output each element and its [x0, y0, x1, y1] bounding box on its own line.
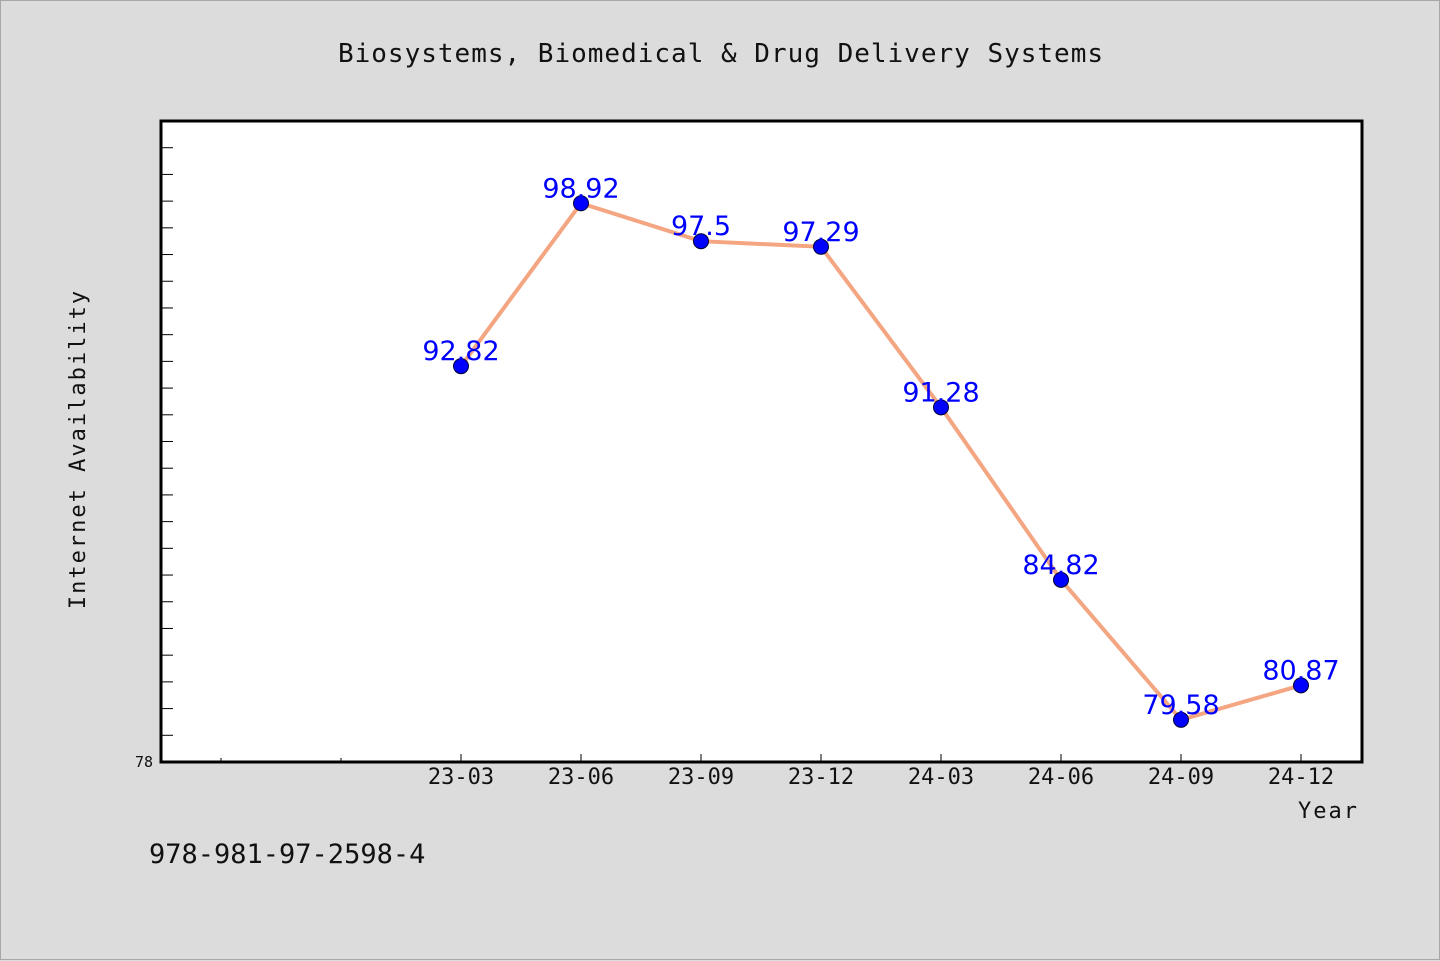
x-tick-label: 24-03: [908, 765, 974, 790]
x-tick-label: 24-12: [1268, 765, 1334, 790]
data-label: 97.5: [671, 211, 731, 242]
x-tick-label: 23-12: [788, 765, 854, 790]
x-axis-label: Year: [1298, 799, 1359, 824]
data-point: [813, 238, 829, 255]
data-point: [1053, 571, 1069, 588]
isbn-label: 978-981-97-2598-4: [149, 839, 425, 870]
data-point: [573, 195, 589, 212]
chart-title: Biosystems, Biomedical & Drug Delivery S…: [338, 39, 1104, 69]
series-line-group: 92.82 98.92 97.5 97.29 91.28 84.82 79.58 80.87: [422, 173, 1340, 728]
y-axis-label: Internet Availability: [66, 289, 91, 609]
y-axis-ticks: [161, 147, 173, 736]
data-label: 91.28: [902, 377, 979, 408]
data-point: [1293, 677, 1309, 694]
data-label: 80.87: [1262, 655, 1339, 686]
x-tick-label: 24-09: [1148, 765, 1214, 790]
data-label: 79.58: [1142, 690, 1219, 721]
x-axis-ticks: [220, 754, 1302, 762]
data-label: 92.82: [422, 336, 499, 367]
data-point: [1173, 711, 1189, 728]
data-label: 97.29: [782, 217, 859, 248]
x-tick-label: 23-06: [548, 765, 614, 790]
data-point: [693, 233, 709, 250]
plot-area: [159, 119, 1364, 764]
x-axis-tick-labels: 23-03 23-06 23-09 23-12 24-03 24-06 24-09 24-12: [428, 765, 1334, 790]
x-tick-label: 23-09: [668, 765, 734, 790]
data-label: 84.82: [1022, 550, 1099, 581]
data-label: 98.92: [542, 173, 619, 204]
x-tick-label: 23-03: [428, 765, 494, 790]
x-tick-label: 24-06: [1028, 765, 1094, 790]
data-point: [453, 358, 469, 375]
series-line: [459, 201, 1302, 722]
data-point: [933, 399, 949, 416]
y-tick-label-min: 78: [135, 753, 153, 771]
